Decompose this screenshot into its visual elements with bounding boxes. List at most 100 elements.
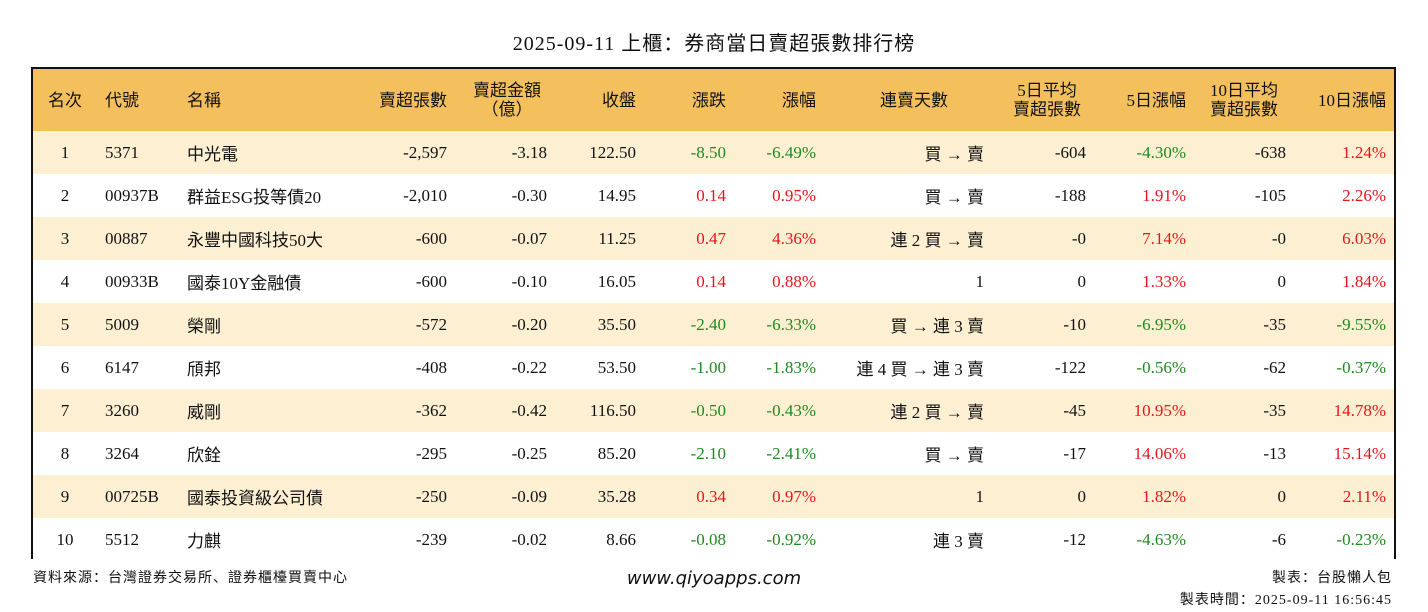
cell-ret10: 2.26% [1342,185,1386,205]
header-sell-amount-line1: 賣超金額 [473,81,541,100]
header-days-label: 連賣天數 [880,90,948,110]
cell-sell-amount: -0.20 [511,314,547,334]
cell-ret10: -0.23% [1336,529,1386,549]
cell-ret10: 2.11% [1342,486,1386,506]
table-row: 5 5009 榮剛 -572 -0.20 35.50 -2.40 -6.33% 買 → 連 3 … [33,303,1394,346]
maker-credit: 製表：台股懶人包 [1272,571,1392,586]
header-close: 收盤 [602,90,636,110]
cell-change: 0.14 [696,271,726,291]
cell-code: 00937B [105,185,159,205]
cell-avg5: -122 [1054,357,1086,377]
header-avg5-line1: 5日平均 [1017,81,1077,100]
cell-change: -2.10 [690,443,726,463]
header-name: 名稱 [187,90,221,110]
website-link[interactable]: www.qiyoapps.com [626,568,802,589]
cell-ret5: -6.95% [1136,314,1186,334]
cell-code: 3264 [105,443,139,463]
cell-close: 116.50 [589,400,636,420]
table-row: 10 5512 力麒 -239 -0.02 8.66 -0.08 -0.92% 連 3 賣 -12… [33,518,1394,561]
cell-change: -2.40 [690,314,726,334]
cell-ret5: 10.95% [1133,400,1186,420]
ranking-table: 名次 代號 名稱 賣超張數 賣超金額 （億） 收盤 漲跌 漲幅 連賣天數 5日平… [31,67,1396,561]
cell-change-pct: 0.95% [772,185,816,205]
cell-sell-lots: -295 [415,443,447,463]
cell-change-pct: -6.49% [766,142,816,162]
cell-change: 0.34 [696,486,726,506]
table-row: 1 5371 中光電 -2,597 -3.18 122.50 -8.50 -6.49% 買 → … [33,131,1394,174]
cell-ret10: 14.78% [1333,400,1386,420]
cell-close: 85.20 [597,443,636,463]
cell-sell-amount: -0.02 [511,529,547,549]
cell-change-pct: -2.41% [766,443,816,463]
cell-code: 6147 [105,357,139,377]
cell-sell-amount: -0.07 [511,228,547,248]
cell-avg5: -604 [1054,142,1086,162]
cell-sell-amount: -0.10 [511,271,547,291]
cell-rank: 8 [60,443,70,463]
cell-change: -0.08 [690,529,726,549]
cell-sell-lots: -2,597 [403,142,447,162]
cell-name: 國泰10Y金融債 [187,274,302,293]
cell-days: 買 → 賣 [924,145,985,164]
cell-code: 5512 [105,529,139,549]
cell-close: 11.25 [598,228,636,248]
cell-sell-lots: -2,010 [403,185,447,205]
header-avg10: 10日平均 賣超張數 [1186,81,1286,119]
cell-days: 買 → 連 3 賣 [890,317,985,336]
cell-change-pct: -0.92% [766,529,816,549]
cell-name: 中光電 [187,145,238,164]
cell-days: 連 2 買 → 賣 [890,403,985,422]
header-ret5: 5日漲幅 [1126,90,1187,110]
cell-ret10: 15.14% [1333,443,1386,463]
cell-change-pct: -1.83% [766,357,816,377]
cell-ret5: 1.82% [1142,486,1186,506]
header-avg5-line2: 賣超張數 [1013,100,1081,119]
cell-avg5: -12 [1063,529,1086,549]
cell-sell-lots: -362 [415,400,447,420]
cell-code: 00933B [105,271,159,291]
cell-avg5: -10 [1063,314,1086,334]
cell-rank: 10 [56,529,74,549]
cell-close: 122.50 [589,142,636,162]
cell-change-pct: 4.36% [772,228,816,248]
cell-sell-amount: -0.22 [511,357,547,377]
header-code: 代號 [105,90,139,110]
cell-change: -1.00 [690,357,726,377]
cell-sell-lots: -408 [415,357,447,377]
page-title: 2025-09-11 上櫃：券商當日賣超張數排行榜 [512,33,916,55]
table-header: 名次 代號 名稱 賣超張數 賣超金額 （億） 收盤 漲跌 漲幅 連賣天數 5日平… [33,69,1394,131]
cell-sell-lots: -250 [415,486,447,506]
cell-avg5: 0 [1077,486,1087,506]
cell-change-pct: 0.97% [772,486,816,506]
header-sell-lots: 賣超張數 [379,90,447,110]
cell-name: 威剛 [187,403,221,422]
cell-sell-lots: -600 [415,271,447,291]
cell-close: 16.05 [597,271,636,291]
cell-change-pct: 0.88% [772,271,816,291]
cell-avg10: -35 [1263,314,1286,334]
cell-close: 53.50 [597,357,636,377]
header-change: 漲跌 [692,90,726,110]
cell-avg10: -638 [1254,142,1286,162]
cell-avg5: -188 [1054,185,1086,205]
cell-avg5: 0 [1077,271,1087,291]
cell-days: 連 4 買 → 連 3 賣 [856,360,985,379]
cell-avg5: -0 [1071,228,1086,248]
cell-close: 35.28 [597,486,636,506]
cell-close: 8.66 [606,529,636,549]
cell-avg5: -45 [1063,400,1086,420]
cell-sell-amount: -0.25 [511,443,547,463]
cell-change: 0.14 [696,185,726,205]
cell-ret5: -0.56% [1136,357,1186,377]
cell-days: 連 3 賣 [933,532,984,551]
cell-change: -8.50 [690,142,726,162]
cell-code: 3260 [105,400,139,420]
header-avg10-line2: 賣超張數 [1210,100,1278,119]
table-row: 8 3264 欣銓 -295 -0.25 85.20 -2.10 -2.41% 買 → 賣 -17… [33,432,1394,475]
cell-rank: 2 [60,185,70,205]
cell-code: 5371 [105,142,139,162]
header-rank: 名次 [48,90,82,110]
made-time: 製表時間：2025-09-11 16:56:45 [1179,593,1392,608]
cell-sell-amount: -0.42 [511,400,547,420]
cell-sell-lots: -239 [415,529,447,549]
